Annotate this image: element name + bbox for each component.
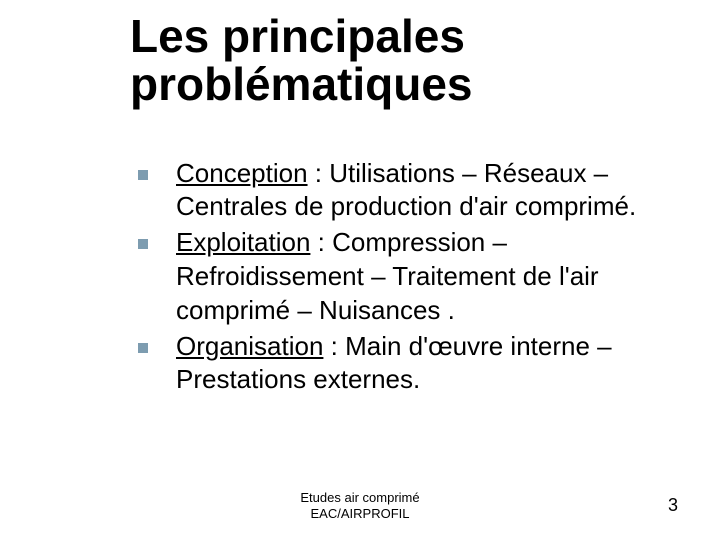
square-bullet-icon [138, 239, 148, 249]
bullet-list: Conception : Utilisations – Réseaux – Ce… [130, 157, 700, 398]
bullet-label: Exploitation [176, 227, 310, 257]
slide-container: Les principales problématiques Conceptio… [0, 0, 720, 540]
bullet-text: Exploitation : Compression – Refroidisse… [176, 226, 680, 327]
slide-title: Les principales problématiques [130, 12, 700, 109]
page-number: 3 [668, 495, 678, 516]
footer-line-2: EAC/AIRPROFIL [300, 506, 419, 522]
list-item: Conception : Utilisations – Réseaux – Ce… [130, 157, 680, 225]
list-item: Exploitation : Compression – Refroidisse… [130, 226, 680, 327]
bullet-label: Conception [176, 158, 308, 188]
footer: Etudes air comprimé EAC/AIRPROFIL [0, 490, 720, 523]
square-bullet-icon [138, 343, 148, 353]
footer-text: Etudes air comprimé EAC/AIRPROFIL [300, 490, 419, 523]
bullet-text: Conception : Utilisations – Réseaux – Ce… [176, 157, 680, 225]
bullet-text: Organisation : Main d'œuvre interne – Pr… [176, 330, 680, 398]
square-bullet-icon [138, 170, 148, 180]
list-item: Organisation : Main d'œuvre interne – Pr… [130, 330, 680, 398]
footer-line-1: Etudes air comprimé [300, 490, 419, 506]
bullet-label: Organisation [176, 331, 323, 361]
